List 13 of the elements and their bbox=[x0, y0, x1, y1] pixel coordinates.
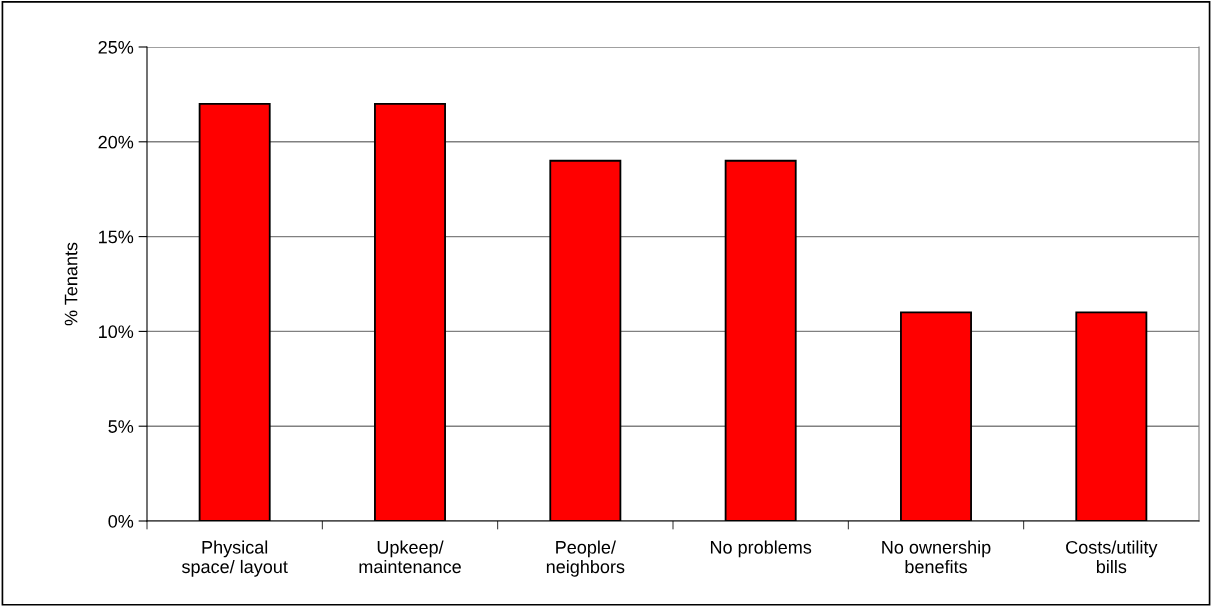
y-tick-label: 10% bbox=[99, 325, 134, 339]
x-tick-label: No ownership benefits bbox=[882, 540, 991, 574]
y-tick-label: 20% bbox=[98, 135, 134, 149]
y-tick-label: 25% bbox=[98, 40, 134, 54]
y-tick-label: 0% bbox=[108, 514, 134, 528]
x-tick-label: People/ neighbors bbox=[546, 540, 625, 577]
x-tick-label: No problems bbox=[710, 540, 812, 558]
x-tick-label: Upkeep/ maintenance bbox=[359, 540, 461, 574]
x-tick-label: Costs/utility bills bbox=[1066, 540, 1158, 574]
y-tick-label: 15% bbox=[99, 230, 134, 244]
y-axis-title: % Tenants bbox=[64, 242, 78, 326]
y-tick-label: 5% bbox=[108, 420, 134, 433]
x-tick-label: Physical space/ layout bbox=[181, 540, 288, 577]
